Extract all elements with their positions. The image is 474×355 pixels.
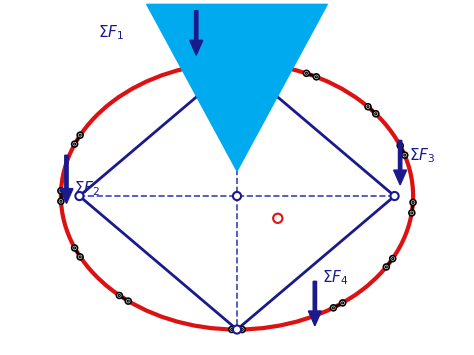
Circle shape: [117, 293, 122, 299]
Circle shape: [303, 70, 310, 76]
Circle shape: [229, 327, 235, 333]
Circle shape: [58, 198, 64, 204]
Text: $\Sigma F_1$: $\Sigma F_1$: [98, 23, 124, 42]
Circle shape: [397, 143, 403, 149]
FancyArrow shape: [60, 155, 73, 203]
Circle shape: [340, 300, 346, 306]
FancyArrow shape: [309, 281, 321, 326]
Circle shape: [313, 74, 319, 80]
Circle shape: [77, 132, 83, 138]
Circle shape: [391, 192, 399, 200]
Circle shape: [75, 192, 83, 200]
Circle shape: [58, 188, 64, 194]
Circle shape: [77, 254, 83, 260]
FancyArrow shape: [393, 141, 407, 185]
Circle shape: [330, 305, 337, 311]
Circle shape: [125, 298, 131, 304]
Circle shape: [383, 264, 389, 270]
Text: $V$: $V$: [252, 99, 270, 119]
Circle shape: [365, 104, 371, 110]
FancyArrow shape: [190, 11, 203, 55]
Circle shape: [233, 192, 241, 200]
Circle shape: [72, 141, 78, 147]
Circle shape: [402, 152, 408, 158]
Circle shape: [239, 327, 245, 333]
Circle shape: [409, 210, 415, 216]
Circle shape: [390, 256, 396, 262]
Circle shape: [72, 245, 78, 251]
Circle shape: [233, 59, 241, 67]
Circle shape: [233, 326, 241, 334]
Circle shape: [410, 200, 416, 206]
Circle shape: [229, 60, 235, 66]
Text: $\Sigma F_3$: $\Sigma F_3$: [410, 146, 436, 165]
Text: $\Sigma F_2$: $\Sigma F_2$: [74, 179, 100, 198]
Circle shape: [373, 111, 379, 117]
Text: $\Sigma F_4$: $\Sigma F_4$: [322, 268, 349, 287]
Circle shape: [239, 60, 245, 66]
